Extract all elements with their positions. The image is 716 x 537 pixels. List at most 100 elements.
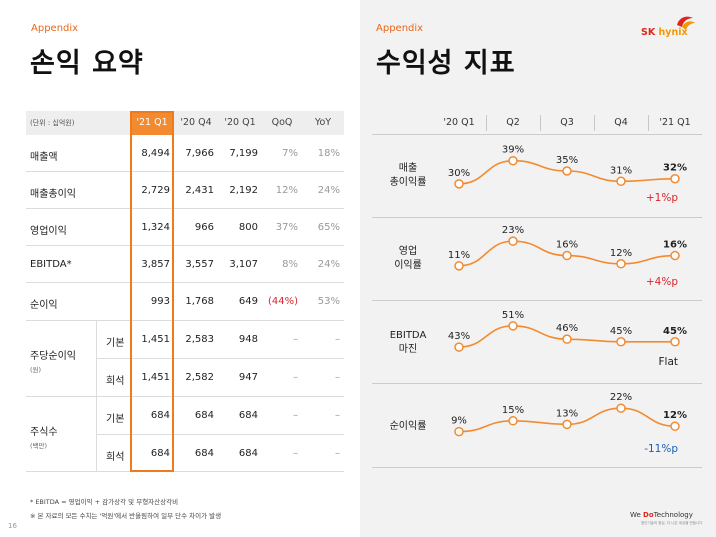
- data-label: 15%: [502, 405, 524, 416]
- metric-label-line: 순이익률: [389, 421, 427, 432]
- logo-wordmark: SK hynix: [641, 27, 688, 38]
- page-number: 16: [8, 522, 17, 530]
- column-header: Q4: [614, 117, 628, 128]
- divider: [540, 115, 541, 131]
- data-point: [670, 250, 680, 261]
- divider: [594, 115, 595, 131]
- data-label: 45%: [663, 326, 687, 337]
- metric-label-line: 마진: [398, 344, 418, 355]
- change-badge: Flat: [658, 356, 678, 368]
- divider: [648, 115, 649, 131]
- data-point: [616, 337, 626, 347]
- eps-group: 주당순이익 (원) 기본 1,451 2,583 948 – – 희석 1,45…: [26, 321, 344, 397]
- table-row: 매출총이익 2,729 2,431 2,192 12% 24%: [26, 172, 344, 209]
- metric-label-operating-margin: 영업 이익률: [368, 245, 448, 273]
- divider: [372, 300, 702, 301]
- table-cell: –: [335, 334, 340, 345]
- row-label: 주식수: [30, 427, 58, 438]
- tagline: We DoTechnology: [630, 511, 693, 519]
- table-cell: 800: [238, 222, 258, 233]
- table-cell: 1,324: [141, 222, 170, 233]
- divider: [486, 115, 487, 131]
- table-cell: 2,583: [185, 334, 214, 345]
- table-cell: 684: [150, 410, 170, 421]
- table-cell: 2,431: [185, 185, 214, 196]
- tagline-text: We: [630, 511, 644, 519]
- column-header: '20 Q1: [224, 117, 256, 128]
- row-sublabel: (원): [30, 366, 42, 374]
- table-cell: 12%: [275, 185, 298, 196]
- table-header: (단위 : 십억원) '20 Q4 '20 Q1 QoQ YoY: [26, 111, 344, 135]
- data-point: [454, 261, 464, 271]
- table-cell: 7%: [282, 148, 298, 159]
- data-point: [562, 334, 572, 344]
- row-label: 영업이익: [30, 226, 67, 237]
- data-point: [562, 419, 572, 430]
- data-point: [616, 403, 626, 413]
- data-point: [454, 342, 464, 352]
- data-label: 30%: [448, 168, 470, 179]
- table-cell: 3,557: [185, 259, 214, 270]
- footnote: ※ 본 자료의 모든 수치는 '억원'에서 반올림하여 일부 단수 차이가 발생: [30, 512, 222, 520]
- right-panel: [360, 0, 716, 537]
- page-title: 수익성 지표: [376, 48, 516, 79]
- table-cell: 3,107: [229, 259, 258, 270]
- table-cell: 3,857: [141, 259, 170, 270]
- metrics-header: '20 Q1 Q2 Q3 Q4 '21 Q1: [372, 111, 702, 135]
- table-cell: –: [293, 372, 298, 383]
- left-panel: Appendix 손익 요약 (단위 : 십억원) '20 Q4 '20 Q1 …: [8, 23, 344, 530]
- data-point: [508, 416, 518, 426]
- data-label: 16%: [556, 240, 578, 251]
- data-label: 35%: [556, 155, 578, 166]
- table-cell: 7,966: [185, 148, 214, 159]
- table-cell: –: [335, 372, 340, 383]
- column-header: QoQ: [271, 117, 293, 128]
- metric-label-ebitda-margin: EBITDA 마진: [368, 329, 448, 357]
- table-cell: 53%: [317, 296, 340, 307]
- table-cell: 684: [194, 410, 214, 421]
- data-label: 23%: [502, 225, 524, 236]
- table-cell: 649: [238, 296, 258, 307]
- table-cell: 966: [194, 222, 214, 233]
- column-header: '20 Q4: [180, 117, 212, 128]
- table-cell: –: [335, 410, 340, 421]
- logo-hynix: hynix: [658, 27, 688, 38]
- appendix-label: Appendix: [376, 23, 424, 34]
- divider: [96, 321, 97, 397]
- data-point: [616, 176, 626, 187]
- column-header: Q2: [506, 117, 520, 128]
- page-title: 손익 요약: [30, 48, 144, 79]
- change-badge: -11%p: [644, 443, 678, 455]
- footnote: * EBITDA = 영업이익 + 감가상각 및 무형자산상각비: [30, 498, 179, 506]
- divider: [372, 383, 702, 384]
- change-badge: +4%p: [645, 276, 678, 288]
- row-sublabel: (백만): [30, 442, 48, 450]
- metric-label-gross-margin: 매출 총이익률: [368, 162, 448, 190]
- data-label: 12%: [610, 248, 632, 259]
- tagline-accent: Do: [643, 511, 654, 519]
- highlight-column: [130, 111, 174, 472]
- tagline-text: Technology: [653, 511, 693, 519]
- data-label: 32%: [663, 163, 687, 174]
- data-label: 39%: [502, 145, 524, 156]
- highlight-column-header: '21 Q1: [130, 111, 174, 135]
- metric-label-line: 영업: [398, 246, 418, 257]
- column-header: Q3: [560, 117, 574, 128]
- data-point: [508, 155, 518, 166]
- table-cell: 8,494: [141, 148, 170, 159]
- data-label: 51%: [502, 310, 524, 321]
- table-row: 영업이익 1,324 966 800 37% 65%: [26, 209, 344, 246]
- metric-label-line: 매출: [398, 163, 418, 174]
- table-row: 순이익 993 1,768 649 (44%) 53%: [26, 283, 344, 321]
- metric-label-line: 총이익률: [389, 177, 427, 188]
- row-label: 주당순이익: [30, 351, 76, 362]
- table-cell: 65%: [317, 222, 340, 233]
- row-label: EBITDA*: [30, 259, 72, 270]
- table-cell: 948: [238, 334, 258, 345]
- table-cell: –: [335, 448, 340, 459]
- data-label: 46%: [556, 323, 578, 334]
- data-point: [454, 426, 464, 437]
- divider: [96, 434, 344, 435]
- data-point: [670, 421, 680, 431]
- data-point: [670, 173, 680, 184]
